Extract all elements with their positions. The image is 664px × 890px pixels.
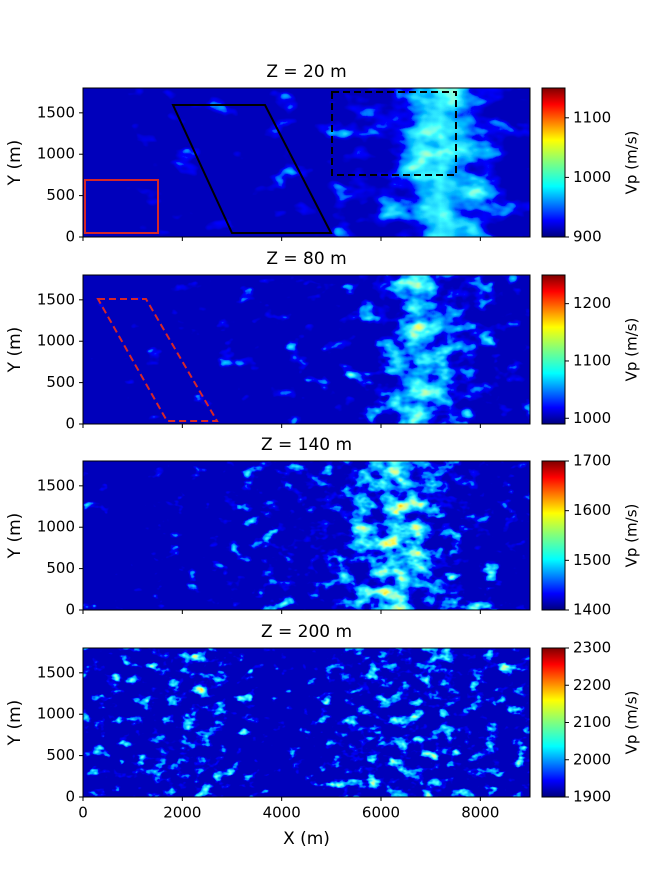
y-tick-label: 1000 bbox=[37, 145, 75, 163]
y-axis-label: Y (m) bbox=[5, 327, 25, 374]
colorbar-tick-label: 1500 bbox=[573, 551, 611, 569]
x-tick-label: 6000 bbox=[362, 804, 400, 822]
y-tick-label: 1500 bbox=[37, 476, 75, 494]
y-tick-label: 1000 bbox=[37, 332, 75, 350]
colorbar-tick-label: 900 bbox=[573, 228, 602, 246]
colorbar-tick-label: 1100 bbox=[573, 351, 611, 369]
y-tick-label: 0 bbox=[65, 788, 75, 806]
colorbar-tick-label: 2000 bbox=[573, 750, 611, 768]
red-box bbox=[84, 179, 159, 234]
y-tick-label: 500 bbox=[46, 559, 75, 577]
panel-title: Z = 80 m bbox=[266, 249, 346, 269]
y-tick-label: 1500 bbox=[37, 290, 75, 308]
plot-frame bbox=[82, 274, 531, 425]
colorbar-tick-label: 1100 bbox=[573, 108, 611, 126]
y-axis-label: Y (m) bbox=[5, 700, 25, 747]
heatmap bbox=[83, 275, 530, 424]
y-axis-label: Y (m) bbox=[5, 140, 25, 187]
y-tick-label: 0 bbox=[65, 228, 75, 246]
y-tick-label: 500 bbox=[46, 373, 75, 391]
x-tick-label: 4000 bbox=[263, 804, 301, 822]
panel-title: Z = 140 m bbox=[261, 435, 352, 455]
black-parallelogram bbox=[171, 104, 333, 234]
colorbar bbox=[541, 87, 566, 238]
plot-frame bbox=[82, 460, 531, 611]
heatmap bbox=[83, 88, 530, 237]
plot-frame bbox=[82, 647, 531, 798]
y-tick-label: 1000 bbox=[37, 518, 75, 536]
colorbar-label: Vp (m/s) bbox=[623, 131, 641, 195]
x-tick-label: 8000 bbox=[461, 804, 499, 822]
colorbar bbox=[541, 460, 566, 611]
colorbar-tick-label: 2300 bbox=[573, 639, 611, 657]
panel-title: Z = 200 m bbox=[261, 622, 352, 642]
colorbar-tick-label: 1400 bbox=[573, 601, 611, 619]
y-tick-label: 500 bbox=[46, 746, 75, 764]
colorbar-tick-label: 1000 bbox=[573, 409, 611, 427]
x-tick-label: 2000 bbox=[163, 804, 201, 822]
x-axis-label: X (m) bbox=[283, 829, 330, 849]
heatmap bbox=[83, 461, 530, 610]
colorbar-label: Vp (m/s) bbox=[623, 318, 641, 382]
y-tick-label: 1500 bbox=[37, 103, 75, 121]
y-tick-label: 1000 bbox=[37, 705, 75, 723]
y-tick-label: 500 bbox=[46, 186, 75, 204]
colorbar-tick-label: 2200 bbox=[573, 676, 611, 694]
panel-title: Z = 20 m bbox=[266, 62, 346, 82]
colorbar-label: Vp (m/s) bbox=[623, 691, 641, 755]
y-tick-label: 0 bbox=[65, 601, 75, 619]
colorbar bbox=[541, 274, 566, 425]
y-axis-label: Y (m) bbox=[5, 513, 25, 560]
colorbar-tick-label: 1000 bbox=[573, 168, 611, 186]
colorbar-tick-label: 2100 bbox=[573, 713, 611, 731]
colorbar-tick-label: 1900 bbox=[573, 788, 611, 806]
colorbar-tick-label: 1600 bbox=[573, 501, 611, 519]
plot-frame bbox=[82, 87, 531, 238]
y-tick-label: 1500 bbox=[37, 663, 75, 681]
colorbar-tick-label: 1200 bbox=[573, 294, 611, 312]
red-dashed-parallelogram bbox=[96, 298, 219, 422]
x-tick-label: 0 bbox=[78, 804, 88, 822]
annotation-shapes bbox=[84, 91, 457, 422]
colorbar-tick-label: 1700 bbox=[573, 452, 611, 470]
colorbar-label: Vp (m/s) bbox=[623, 504, 641, 568]
colorbar bbox=[541, 647, 566, 798]
dashed-box bbox=[331, 91, 457, 176]
y-tick-label: 0 bbox=[65, 415, 75, 433]
heatmap bbox=[83, 648, 530, 797]
